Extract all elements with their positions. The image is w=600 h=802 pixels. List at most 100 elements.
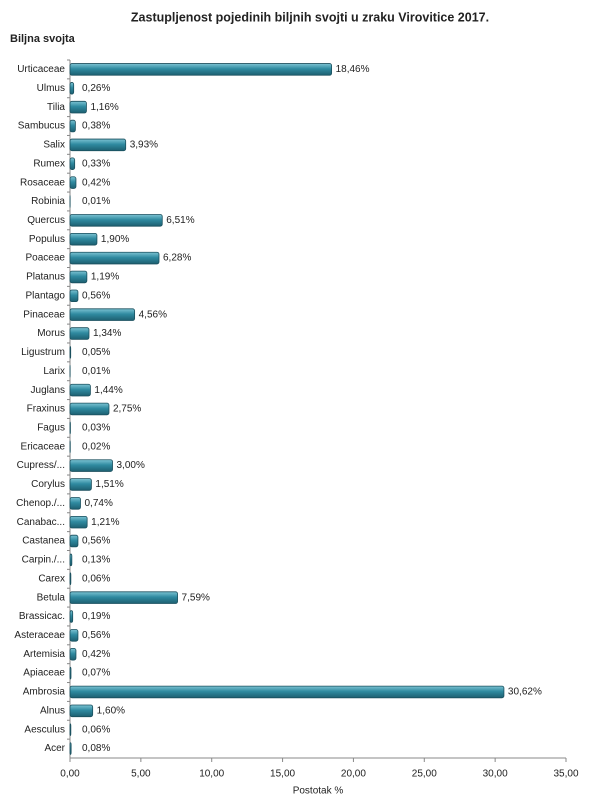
value-label: 7,59% xyxy=(182,592,210,603)
value-label: 0,19% xyxy=(82,611,110,622)
bar xyxy=(69,591,178,604)
value-label: 0,42% xyxy=(82,649,110,660)
value-label: 0,07% xyxy=(82,668,110,679)
y-tick-label: Carpin./... xyxy=(22,555,65,566)
value-label: 0,05% xyxy=(82,347,110,358)
bar xyxy=(69,270,88,284)
y-tick-label: Cupress/... xyxy=(17,460,65,471)
y-tick-label: Ulmus xyxy=(37,83,65,94)
value-label: 0,56% xyxy=(82,536,110,547)
value-label: 2,75% xyxy=(113,404,141,415)
y-tick-label: Aesculus xyxy=(24,724,65,735)
value-label: 0,56% xyxy=(82,290,110,301)
y-tick-label: Rosaceae xyxy=(20,177,65,188)
value-label: 0,38% xyxy=(82,121,110,132)
bar xyxy=(69,685,505,699)
y-tick-label: Plantago xyxy=(26,290,66,301)
value-label: 0,33% xyxy=(82,158,110,169)
bar xyxy=(69,629,79,642)
value-label: 1,16% xyxy=(90,102,118,113)
bar xyxy=(69,327,90,340)
value-label: 0,26% xyxy=(82,83,110,94)
value-label: 0,13% xyxy=(82,555,110,566)
value-label: 0,02% xyxy=(82,441,110,452)
y-tick-label: Tilia xyxy=(47,102,65,113)
y-tick-label: Salix xyxy=(43,140,65,151)
bar xyxy=(69,100,87,114)
x-tick-label: 35,00 xyxy=(553,769,578,780)
value-label: 0,06% xyxy=(82,724,110,735)
bar xyxy=(69,308,136,321)
bar xyxy=(69,497,81,510)
value-label: 0,42% xyxy=(82,177,110,188)
y-tick-label: Canabac... xyxy=(17,517,65,528)
value-label: 0,03% xyxy=(82,423,110,434)
value-label: 1,51% xyxy=(95,479,123,490)
value-label: 1,34% xyxy=(93,328,121,339)
value-label: 0,74% xyxy=(84,498,112,509)
y-axis-title: Biljna svojta xyxy=(10,33,76,45)
bar xyxy=(69,647,77,661)
bar xyxy=(69,742,72,755)
y-tick-label: Fraxinus xyxy=(27,404,65,415)
y-tick-label: Rumex xyxy=(33,158,65,169)
value-label: 0,08% xyxy=(82,743,110,754)
value-label: 1,44% xyxy=(94,385,122,396)
bar xyxy=(69,704,94,718)
bar xyxy=(69,610,74,623)
y-tick-label: Castanea xyxy=(22,536,65,547)
bar xyxy=(69,478,92,491)
bar xyxy=(69,119,76,133)
bar xyxy=(69,553,73,567)
y-tick-label: Corylus xyxy=(31,479,65,490)
y-tick-label: Populus xyxy=(29,234,65,245)
y-tick-label: Apiaceae xyxy=(23,668,65,679)
value-label: 0,01% xyxy=(82,366,110,377)
bar xyxy=(69,383,91,397)
bar xyxy=(69,176,77,189)
y-tick-label: Robinia xyxy=(31,196,65,207)
y-tick-label: Pinaceae xyxy=(23,309,65,320)
value-label: 6,51% xyxy=(166,215,194,226)
bar xyxy=(69,251,160,265)
y-tick-label: Platanus xyxy=(26,272,65,283)
value-label: 30,62% xyxy=(508,687,542,698)
y-tick-label: Carex xyxy=(38,573,65,584)
bar xyxy=(69,214,163,227)
value-label: 0,56% xyxy=(82,630,110,641)
y-tick-label: Larix xyxy=(43,366,65,377)
y-tick-label: Betula xyxy=(37,592,66,603)
value-label: 1,90% xyxy=(101,234,129,245)
y-tick-label: Urticaceae xyxy=(17,64,65,75)
x-tick-label: 30,00 xyxy=(483,769,508,780)
value-label: 0,06% xyxy=(82,573,110,584)
y-tick-label: Asteraceae xyxy=(14,630,65,641)
value-label: 1,21% xyxy=(91,517,119,528)
bar xyxy=(69,572,72,586)
value-label: 1,19% xyxy=(91,272,119,283)
y-tick-label: Ligustrum xyxy=(21,347,65,358)
value-label: 1,60% xyxy=(97,705,125,716)
bar xyxy=(69,666,72,680)
y-tick-label: Juglans xyxy=(31,385,65,396)
bar xyxy=(69,82,75,95)
x-tick-label: 15,00 xyxy=(270,769,295,780)
value-label: 6,28% xyxy=(163,253,191,264)
bar xyxy=(69,346,72,359)
bar xyxy=(69,723,72,736)
bar xyxy=(69,515,88,529)
x-axis-title: Postotak % xyxy=(293,786,344,797)
y-tick-label: Alnus xyxy=(40,705,65,716)
y-tick-label: Morus xyxy=(37,328,65,339)
bar xyxy=(69,232,98,246)
value-label: 18,46% xyxy=(336,64,370,75)
value-label: 3,93% xyxy=(130,140,158,151)
bar xyxy=(69,402,110,416)
x-tick-label: 20,00 xyxy=(341,769,366,780)
bar xyxy=(69,157,76,171)
bar xyxy=(69,138,127,152)
y-tick-label: Poaceae xyxy=(26,253,66,264)
bar xyxy=(69,63,333,76)
x-tick-label: 5,00 xyxy=(131,769,151,780)
bar xyxy=(69,289,79,303)
